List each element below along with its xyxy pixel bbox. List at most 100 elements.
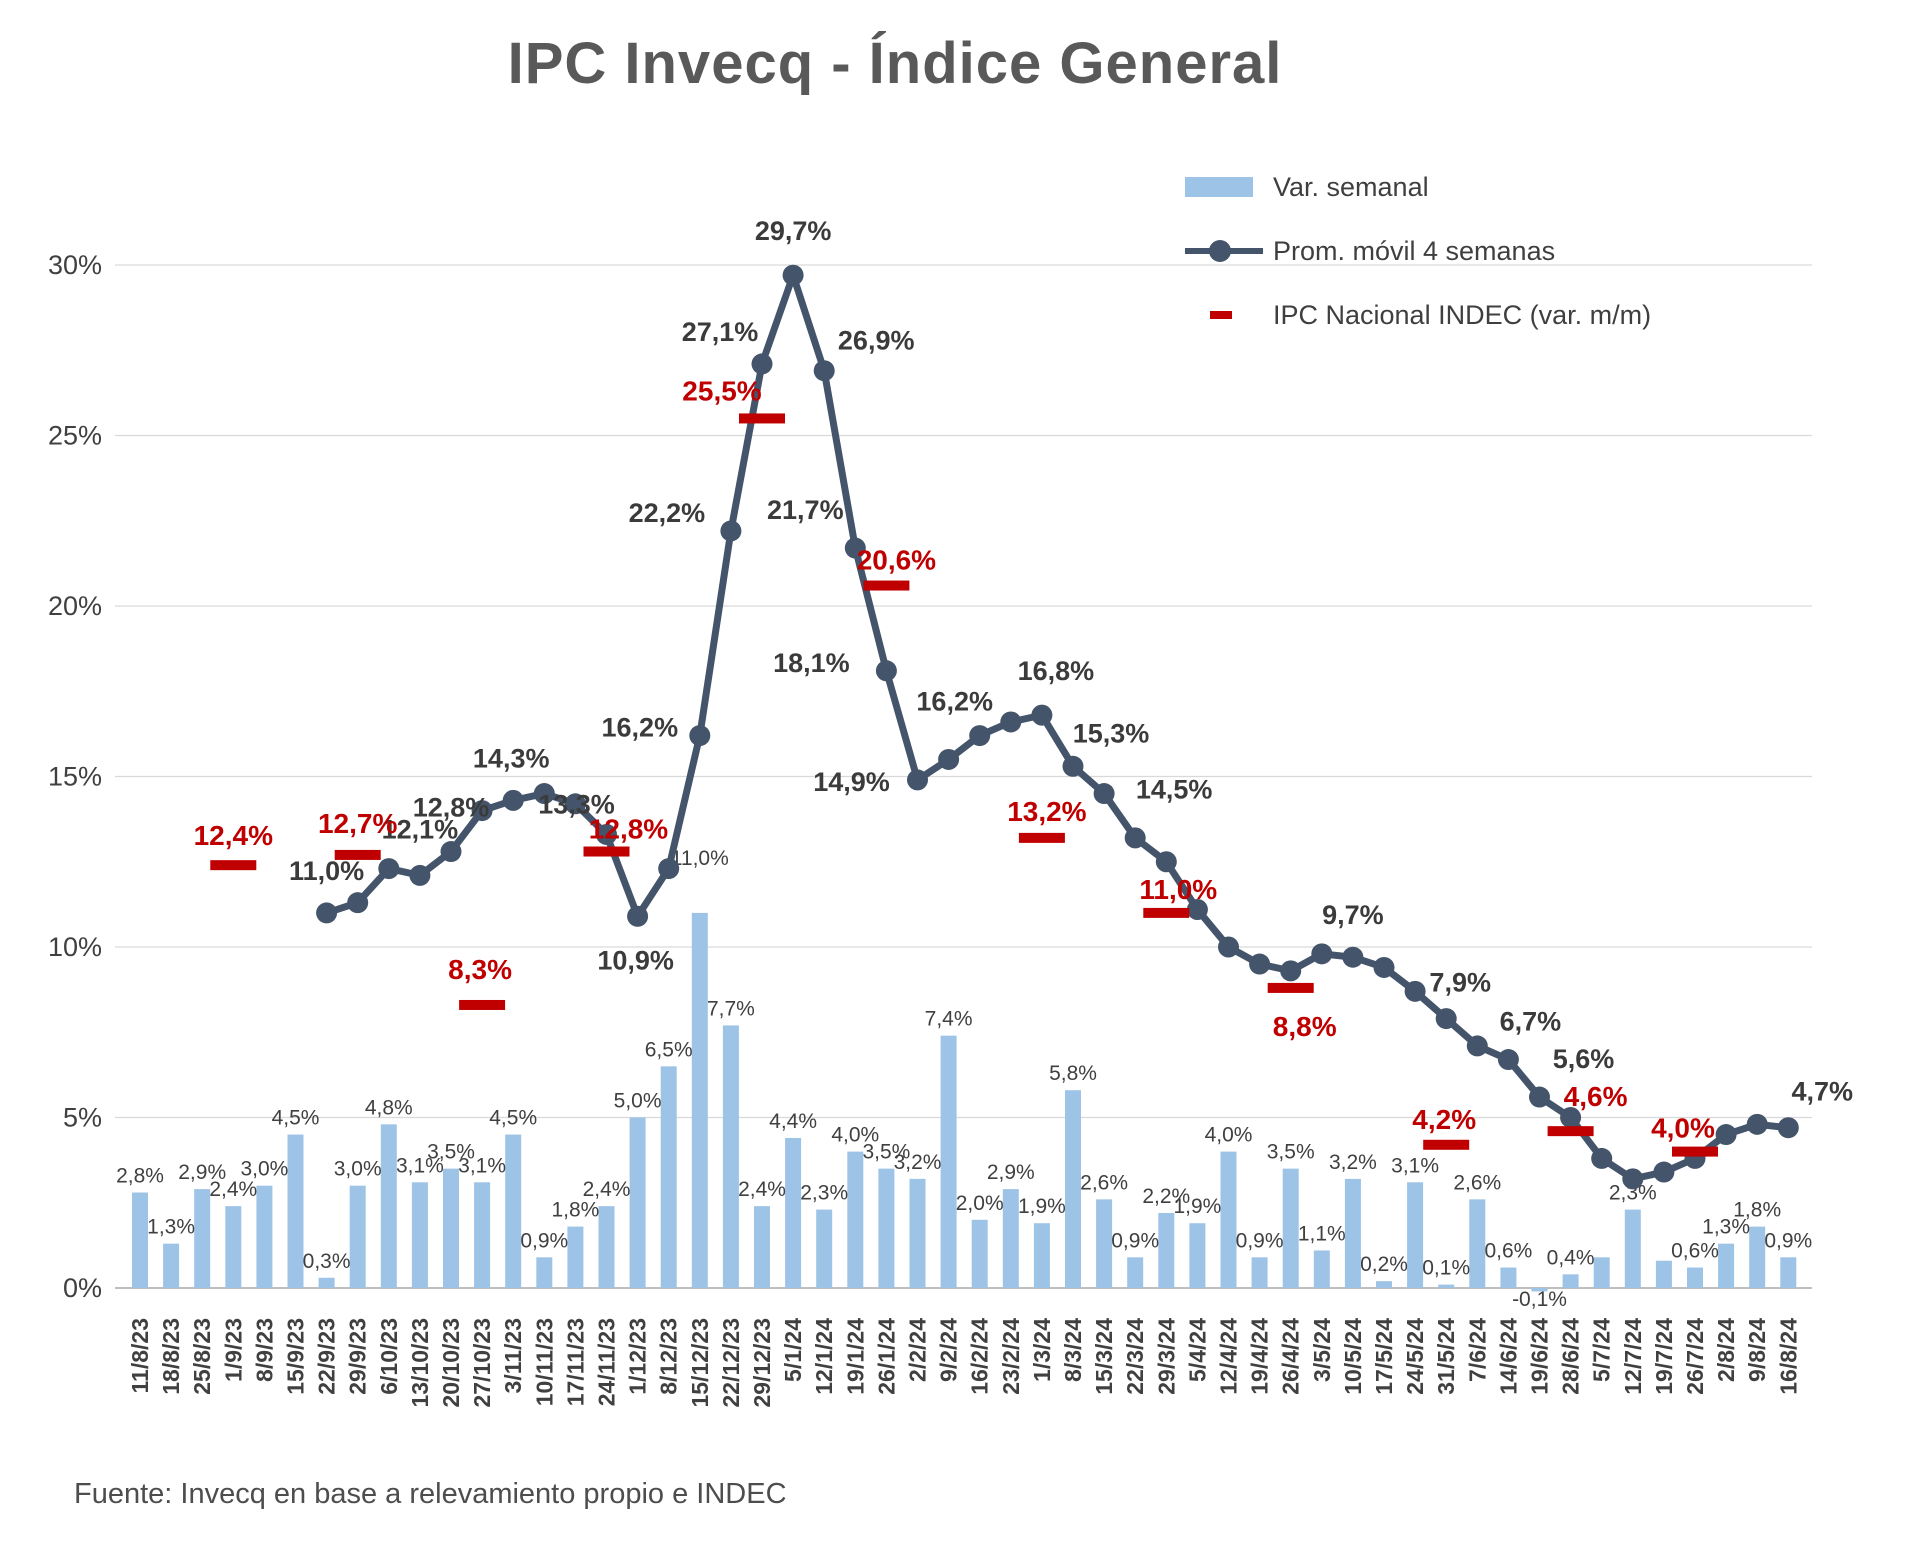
bar	[1407, 1182, 1424, 1288]
indec-dash-marker	[1423, 1139, 1470, 1150]
bar	[256, 1185, 273, 1288]
bar	[1127, 1257, 1144, 1288]
moving-average-point	[782, 264, 804, 286]
moving-average-point	[1435, 1008, 1457, 1030]
moving-average-label: 12,8%	[413, 793, 490, 823]
bar	[1033, 1223, 1050, 1288]
x-axis-date-label: 17/11/23	[562, 1318, 588, 1406]
y-axis-tick-label: 20%	[48, 591, 102, 621]
bar-value-label: 2,3%	[1609, 1182, 1657, 1205]
bar	[1780, 1257, 1797, 1288]
moving-average-label: 22,2%	[629, 498, 706, 528]
bar-value-label: 11,0%	[671, 847, 729, 870]
x-axis-date-label: 12/1/24	[811, 1318, 837, 1395]
bar-value-label: 3,1%	[458, 1154, 506, 1177]
bar	[878, 1168, 895, 1288]
x-axis-date-label: 24/5/24	[1402, 1318, 1428, 1395]
moving-average-point	[813, 360, 835, 382]
bar	[1438, 1284, 1455, 1288]
bar-value-label: 3,5%	[1267, 1141, 1315, 1164]
indec-dash-marker	[210, 860, 257, 871]
bar	[660, 1066, 677, 1288]
moving-average-point	[1373, 956, 1395, 978]
x-axis-date-label: 17/5/24	[1371, 1318, 1397, 1395]
moving-average-point	[1746, 1113, 1768, 1135]
moving-average-point	[347, 892, 369, 914]
moving-average-label: 10,9%	[597, 945, 674, 975]
bar-value-label: 0,9%	[1236, 1229, 1284, 1252]
legend-label-prom-movil: Prom. móvil 4 semanas	[1273, 235, 1556, 266]
indec-dash-marker	[863, 580, 910, 591]
indec-dash-marker	[583, 846, 630, 857]
bar	[1624, 1209, 1641, 1288]
bar	[1096, 1199, 1113, 1288]
moving-average-point	[751, 353, 773, 375]
x-axis-date-label: 13/10/23	[407, 1318, 433, 1408]
x-axis-date-label: 22/9/23	[314, 1318, 340, 1395]
moving-average-label: 15,3%	[1073, 718, 1150, 748]
line-swatch-icon	[1185, 234, 1263, 268]
moving-average-point	[1591, 1147, 1613, 1169]
bar-value-label: 3,5%	[862, 1141, 910, 1164]
bar	[1002, 1189, 1019, 1288]
bar	[349, 1185, 366, 1288]
bar-value-label: 1,9%	[1173, 1195, 1221, 1218]
indec-dash-marker	[1267, 982, 1314, 993]
bar	[1718, 1243, 1735, 1288]
bar	[847, 1151, 864, 1288]
bar-value-label: 6,5%	[645, 1038, 693, 1061]
x-axis-date-label: 28/6/24	[1558, 1318, 1584, 1395]
bar	[287, 1134, 304, 1288]
x-axis-date-label: 10/5/24	[1340, 1318, 1366, 1395]
bar-value-label: 7,7%	[707, 997, 755, 1020]
x-axis-date-label: 19/4/24	[1247, 1318, 1273, 1395]
moving-average-point	[1529, 1086, 1550, 1108]
indec-value-label: 4,2%	[1412, 1104, 1476, 1135]
moving-average-point	[471, 800, 493, 822]
x-axis-date-label: 8/12/23	[656, 1318, 682, 1395]
bar	[598, 1206, 615, 1288]
bar-value-label: 3,5%	[427, 1141, 475, 1164]
moving-average-point	[1124, 827, 1146, 849]
x-axis-date-label: 19/7/24	[1651, 1318, 1677, 1395]
x-axis-date-label: 6/10/23	[376, 1318, 402, 1395]
x-axis-date-label: 11/8/23	[127, 1318, 153, 1393]
bar	[1562, 1274, 1579, 1288]
indec-value-label: 13,2%	[1007, 796, 1086, 827]
x-axis-date-label: 9/8/24	[1744, 1318, 1770, 1382]
bar	[1065, 1090, 1081, 1288]
bar-value-label: 3,1%	[1391, 1154, 1439, 1177]
moving-average-point	[1404, 980, 1426, 1002]
bar-value-label: 0,9%	[1111, 1229, 1159, 1252]
indec-value-label: 4,6%	[1564, 1081, 1628, 1112]
moving-average-point	[1777, 1117, 1799, 1139]
moving-average-point	[844, 537, 866, 559]
legend-item-ipc-indec: IPC Nacional INDEC (var. m/m)	[1185, 298, 1651, 332]
bar	[1251, 1257, 1268, 1288]
bar	[1189, 1223, 1206, 1288]
bar-value-label: 5,8%	[1049, 1062, 1097, 1085]
bar-value-label: 0,6%	[1671, 1240, 1719, 1263]
moving-average-label: 4,7%	[1792, 1077, 1854, 1107]
x-axis-date-label: 25/8/23	[189, 1318, 215, 1395]
indec-value-label: 8,3%	[448, 954, 512, 985]
legend-label-ipc-indec: IPC Nacional INDEC (var. m/m)	[1273, 299, 1652, 330]
bar-value-label: 3,2%	[1329, 1151, 1377, 1174]
indec-value-label: 12,7%	[318, 808, 397, 839]
moving-average-point	[440, 841, 462, 863]
moving-average-point	[1622, 1168, 1644, 1190]
bar-value-label: 4,5%	[489, 1107, 537, 1130]
moving-average-label: 16,2%	[916, 687, 993, 717]
bar-value-label: 4,5%	[272, 1107, 320, 1130]
bar-value-label: 0,1%	[1422, 1257, 1470, 1280]
moving-average-point	[1466, 1035, 1488, 1057]
bar	[132, 1192, 148, 1288]
bar-value-label: 2,6%	[1453, 1171, 1501, 1194]
bar	[474, 1182, 491, 1288]
moving-average-label: 14,9%	[813, 767, 890, 797]
y-axis-tick-label: 5%	[63, 1103, 102, 1133]
moving-average-point	[1218, 936, 1239, 958]
moving-average-point	[1280, 960, 1302, 982]
dash-swatch-icon	[1185, 298, 1263, 332]
indec-dash-marker	[1672, 1146, 1718, 1157]
